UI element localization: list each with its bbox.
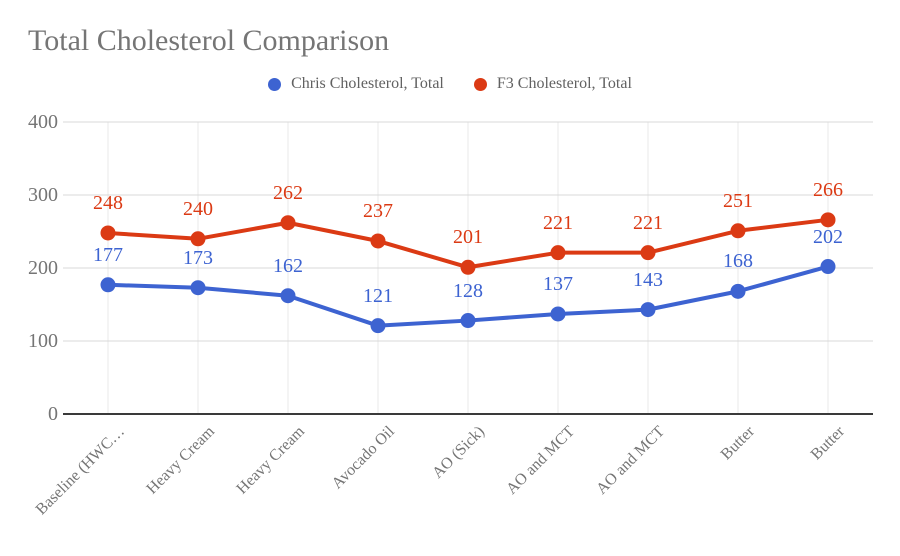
data-point[interactable] (820, 259, 836, 275)
data-label: 121 (363, 284, 393, 307)
data-point[interactable] (820, 212, 836, 228)
data-label: 240 (183, 197, 213, 220)
data-label: 177 (93, 243, 123, 266)
data-point[interactable] (100, 277, 116, 293)
data-point[interactable] (190, 231, 206, 247)
legend-dot-blue-icon (268, 77, 282, 91)
data-point[interactable] (100, 225, 116, 241)
data-point[interactable] (190, 280, 206, 296)
chart-legend: Chris Cholesterol, Total F3 Cholesterol,… (0, 75, 900, 93)
data-point[interactable] (730, 223, 746, 239)
data-label: 128 (453, 279, 483, 302)
legend-label-f3: F3 Cholesterol, Total (496, 75, 632, 92)
data-label: 201 (453, 226, 483, 249)
data-label: 251 (723, 189, 753, 212)
data-point[interactable] (370, 318, 386, 334)
y-axis-tick: 400 (28, 111, 58, 133)
data-point[interactable] (640, 245, 656, 261)
data-label: 248 (93, 191, 123, 214)
y-axis-tick: 300 (28, 184, 58, 206)
data-label: 266 (813, 178, 843, 201)
data-point[interactable] (460, 313, 476, 329)
data-label: 137 (543, 272, 573, 295)
data-point[interactable] (730, 283, 746, 299)
legend-item-chris[interactable]: Chris Cholesterol, Total (268, 75, 444, 93)
data-label: 262 (273, 181, 303, 204)
data-point[interactable] (280, 288, 296, 304)
data-label: 168 (723, 250, 753, 273)
y-axis-tick: 100 (28, 330, 58, 352)
data-label: 237 (363, 199, 393, 222)
data-point[interactable] (550, 245, 566, 261)
y-axis-tick: 200 (28, 257, 58, 279)
data-point[interactable] (280, 215, 296, 231)
legend-item-f3[interactable]: F3 Cholesterol, Total (473, 75, 632, 93)
data-label: 162 (273, 254, 303, 277)
data-label: 173 (183, 246, 213, 269)
data-label: 221 (543, 211, 573, 234)
data-point[interactable] (370, 233, 386, 249)
legend-label-chris: Chris Cholesterol, Total (291, 75, 444, 92)
data-point[interactable] (640, 302, 656, 318)
data-label: 143 (633, 268, 663, 291)
chart-title: Total Cholesterol Comparison (28, 24, 390, 57)
data-label: 202 (813, 225, 843, 248)
data-point[interactable] (460, 259, 476, 275)
legend-dot-red-icon (473, 77, 487, 91)
y-axis-tick: 0 (48, 403, 58, 425)
data-label: 221 (633, 211, 663, 234)
data-point[interactable] (550, 306, 566, 322)
